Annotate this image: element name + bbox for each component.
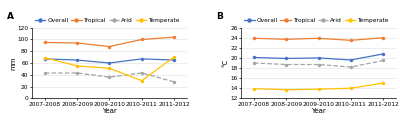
Temperate [139,80,144,81]
Legend: Overall, Tropical, Arid, Temperate: Overall, Tropical, Arid, Temperate [35,18,180,23]
Text: A: A [7,12,14,21]
Overall [107,62,112,64]
Temperate [107,68,112,69]
Arid [284,64,289,65]
Overall [316,57,321,59]
Overall [139,58,144,60]
Line: Arid: Arid [43,71,176,83]
Temperate [42,57,47,58]
Overall [381,53,386,55]
Tropical [42,42,47,43]
Overall [75,59,80,61]
Tropical [316,38,321,39]
Tropical [381,37,386,39]
Y-axis label: mm: mm [10,56,16,70]
Temperate [172,56,176,58]
Line: Arid: Arid [252,59,385,69]
Legend: Overall, Tropical, Arid, Temperate: Overall, Tropical, Arid, Temperate [244,18,388,23]
Temperate [252,88,256,89]
Tropical [252,38,256,39]
Temperate [381,82,386,84]
Temperate [348,87,353,89]
X-axis label: Year: Year [102,108,117,114]
Arid [172,81,176,83]
Arid [252,62,256,64]
Arid [42,72,47,74]
Overall [348,59,353,61]
Line: Temperate: Temperate [252,82,385,91]
Overall [252,57,256,58]
Arid [139,72,144,74]
Line: Overall: Overall [252,52,385,61]
Arid [381,60,386,61]
Line: Temperate: Temperate [43,56,176,82]
Arid [348,66,353,68]
Tropical [172,36,176,38]
Temperate [284,89,289,90]
Arid [75,72,80,74]
Line: Overall: Overall [43,57,176,65]
Overall [42,58,47,60]
Temperate [316,88,321,90]
Text: B: B [216,12,223,21]
Tropical [107,46,112,47]
Line: Tropical: Tropical [252,36,385,42]
Tropical [75,42,80,44]
Arid [107,76,112,78]
Overall [172,59,176,61]
Tropical [284,39,289,40]
Arid [316,64,321,65]
Line: Tropical: Tropical [43,36,176,48]
Overall [284,58,289,59]
Tropical [139,39,144,40]
Temperate [75,65,80,67]
Y-axis label: °C: °C [223,59,229,67]
X-axis label: Year: Year [311,108,326,114]
Tropical [348,40,353,41]
